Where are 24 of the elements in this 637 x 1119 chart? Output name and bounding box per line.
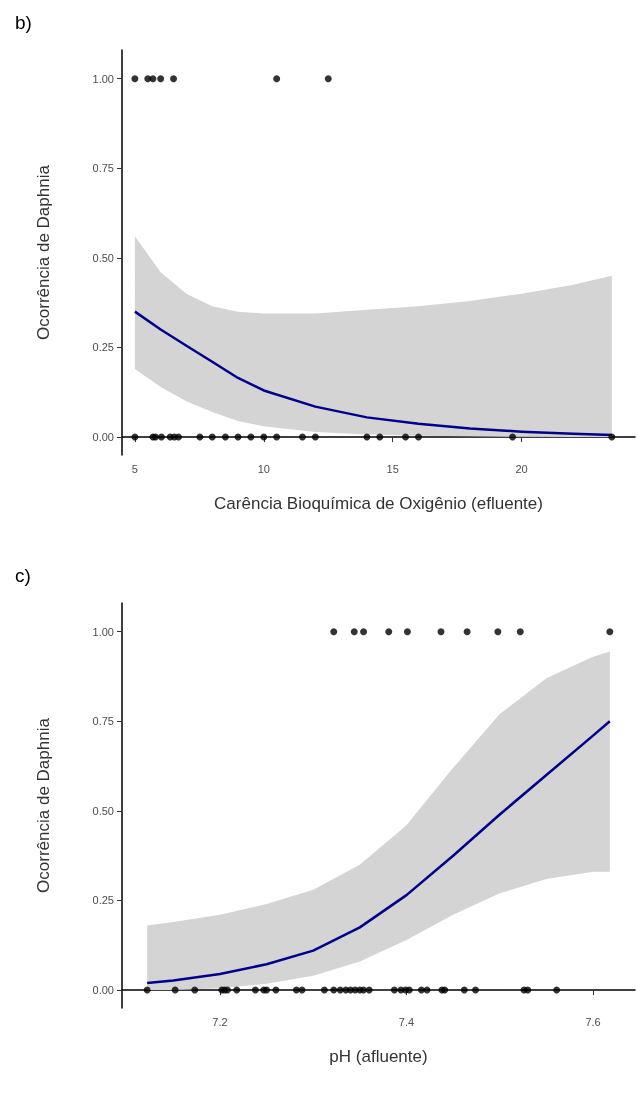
y-tick-label: 1.00 <box>92 72 114 85</box>
line-series <box>145 720 612 985</box>
y-axis-title: Ocorrência de Daphnia <box>34 164 53 340</box>
chart-title: c) <box>15 565 31 586</box>
x-tick-label: 7.6 <box>585 1015 601 1028</box>
x-tick-label: 20 <box>515 462 528 475</box>
y-tick-label: 0.50 <box>92 251 114 264</box>
y-tick-label: 1.00 <box>92 625 114 638</box>
y-tick-label: 0.75 <box>92 715 114 728</box>
x-axis-title: Carência Bioquímica de Oxigênio (efluente) <box>214 494 543 513</box>
y-tick-label: 0.50 <box>92 804 114 817</box>
y-tick-label: 0.00 <box>92 984 114 997</box>
y-tick-label: 0.75 <box>92 162 114 175</box>
x-tick-label: 7.2 <box>212 1015 228 1028</box>
x-tick-label: 5 <box>131 462 138 475</box>
y-tick-label: 0.25 <box>92 341 114 354</box>
x-tick-label: 7.4 <box>398 1015 415 1028</box>
x-axis-title: pH (afluente) <box>329 1047 428 1066</box>
y-tick-label: 0.00 <box>92 431 114 444</box>
x-tick-label: 10 <box>257 462 270 475</box>
y-tick-label: 0.25 <box>92 894 114 907</box>
y-axis-title: Ocorrência de Daphnia <box>34 717 53 893</box>
chart-title: b) <box>15 12 32 33</box>
x-tick-label: 15 <box>386 462 399 475</box>
